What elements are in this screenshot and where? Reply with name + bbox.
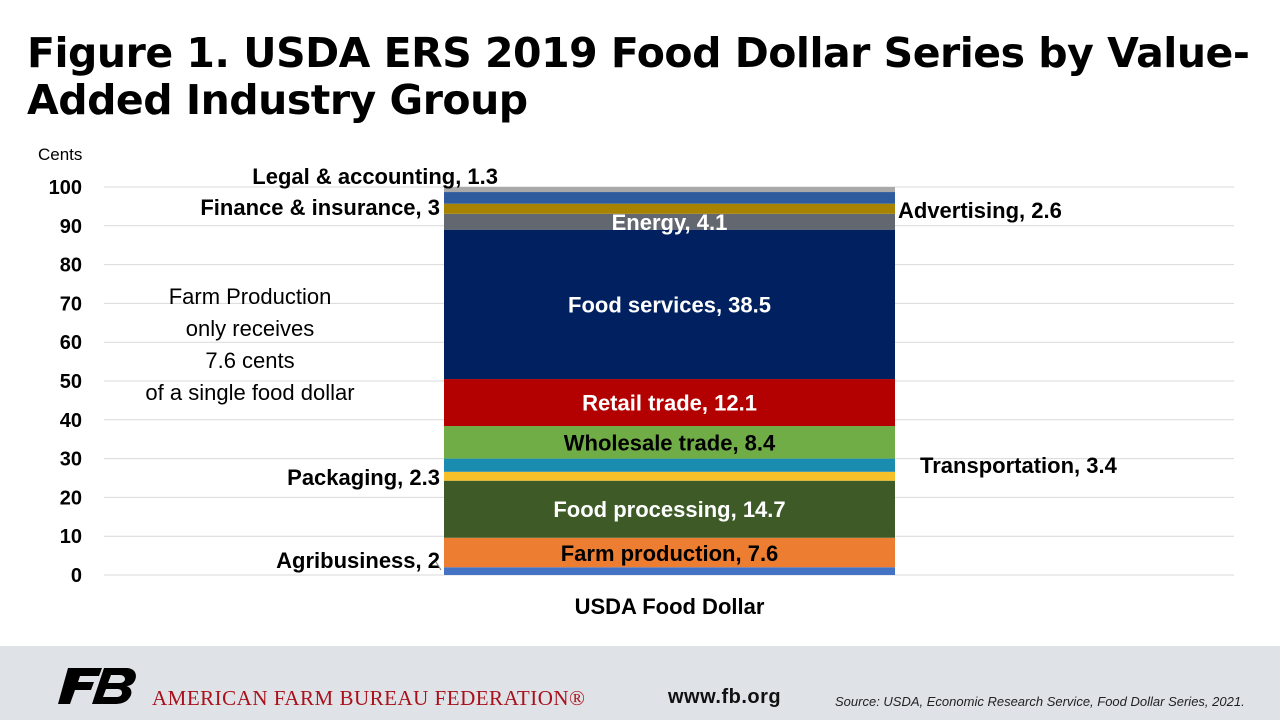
y-tick-label: 70 [60,293,82,315]
segment-label: Wholesale trade, 8.4 [564,430,776,455]
annotation-text: Farm Production only receives 7.6 cents of … [145,284,354,405]
bar-segment [444,471,895,481]
chart-title: Figure 1. USDA ERS 2019 Food Dollar Seri… [27,29,1250,124]
y-tick-label: 90 [60,216,82,238]
y-tick-label: 10 [60,526,82,548]
bar-segment [444,426,895,459]
y-tick-label: 30 [60,449,82,471]
leader-line [435,561,442,571]
bar-segment [444,567,895,575]
y-tick-label: 0 [71,565,82,587]
y-axis-label: Cents [38,145,82,164]
x-category-label: USDA Food Dollar [575,594,765,619]
y-tick-label: 50 [60,371,82,393]
website-link[interactable]: www.fb.org [668,686,782,708]
segment-label: Farm production, 7.6 [561,541,779,566]
y-tick-label: 40 [60,410,82,432]
footer: AMERICAN FARM BUREAU FEDERATION® www.fb.… [0,646,1280,720]
segment-label: Energy, 4.1 [612,210,728,235]
y-tick-label: 100 [49,177,82,199]
bar-segment [444,203,895,214]
segment-label: Finance & insurance, 3 [200,195,440,220]
segment-label: Transportation, 3.4 [920,453,1118,478]
bar-segment [444,379,895,427]
segment-label: Agribusiness, 2 [276,548,440,573]
stacked-bar-chart: 0 10 20 30 40 50 60 70 80 90 100 Cents Agribusiness,… [38,145,1234,619]
segment-label: Retail trade, 12.1 [582,391,757,416]
bar-segment [444,480,895,538]
segment-label: Packaging, 2.3 [287,465,440,490]
bar-segment [444,187,895,193]
segment-label: Food services, 38.5 [568,292,771,317]
fb-logo-icon [58,668,136,704]
y-tick-label: 80 [60,255,82,277]
y-tick-label: 60 [60,332,82,354]
y-tick-label: 20 [60,487,82,509]
bar-segment [444,213,895,230]
source-note: Source: USDA, Economic Research Service,… [835,694,1245,709]
segment-label: Advertising, 2.6 [898,198,1062,223]
org-name[interactable]: AMERICAN FARM BUREAU FEDERATION® [152,686,586,710]
bar-segment [444,537,895,568]
bar-segment [444,192,895,204]
segment-label: Legal & accounting, 1.3 [252,164,498,189]
bar-segment [444,229,895,380]
segment-label: Food processing, 14.7 [553,497,785,522]
bar-segment [444,458,895,472]
